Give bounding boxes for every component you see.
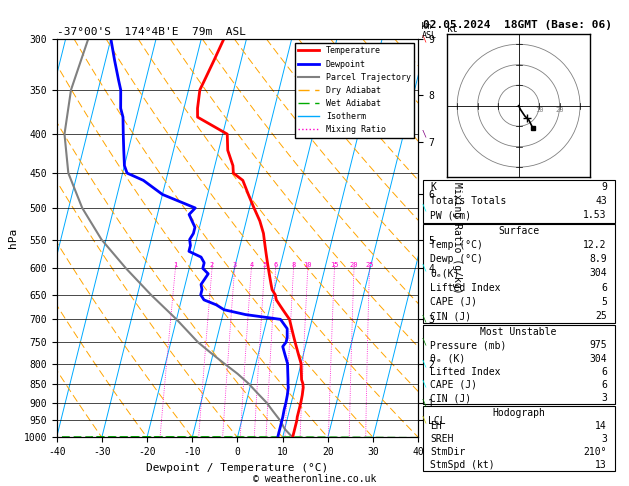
Text: 8.9: 8.9 [589, 254, 607, 264]
Text: -37°00'S  174°4B'E  79m  ASL: -37°00'S 174°4B'E 79m ASL [57, 27, 245, 37]
Text: 6: 6 [601, 380, 607, 390]
Y-axis label: hPa: hPa [8, 228, 18, 248]
Text: \: \ [421, 416, 426, 425]
Text: 10: 10 [535, 107, 543, 113]
Text: Temp (°C): Temp (°C) [430, 240, 483, 250]
Text: \: \ [421, 398, 426, 407]
Text: 14: 14 [595, 421, 607, 431]
Text: Pressure (mb): Pressure (mb) [430, 340, 507, 350]
Text: \: \ [421, 359, 426, 368]
Text: CAPE (J): CAPE (J) [430, 297, 477, 307]
Text: 3: 3 [601, 393, 607, 403]
Text: 9: 9 [601, 182, 607, 192]
Text: 15: 15 [330, 262, 338, 268]
Text: 3: 3 [601, 434, 607, 444]
Text: \: \ [421, 130, 426, 139]
X-axis label: Dewpoint / Temperature (°C): Dewpoint / Temperature (°C) [147, 463, 328, 473]
Text: 1.53: 1.53 [583, 210, 607, 221]
Text: StmSpd (kt): StmSpd (kt) [430, 460, 495, 470]
Text: \: \ [421, 204, 426, 212]
Text: EH: EH [430, 421, 442, 431]
Text: 210°: 210° [583, 447, 607, 457]
Text: © weatheronline.co.uk: © weatheronline.co.uk [253, 473, 376, 484]
Text: 02.05.2024  18GMT (Base: 06): 02.05.2024 18GMT (Base: 06) [423, 20, 611, 31]
Text: Lifted Index: Lifted Index [430, 283, 501, 293]
Text: PW (cm): PW (cm) [430, 210, 472, 221]
Text: 1: 1 [174, 262, 177, 268]
Text: θₑ (K): θₑ (K) [430, 353, 465, 364]
Legend: Temperature, Dewpoint, Parcel Trajectory, Dry Adiabat, Wet Adiabat, Isotherm, Mi: Temperature, Dewpoint, Parcel Trajectory… [295, 43, 414, 138]
Y-axis label: Mixing Ratio (g/kg): Mixing Ratio (g/kg) [452, 182, 462, 294]
Text: 43: 43 [595, 196, 607, 206]
Text: CIN (J): CIN (J) [430, 393, 472, 403]
Text: 6: 6 [601, 283, 607, 293]
Text: 6: 6 [274, 262, 278, 268]
Text: 10: 10 [304, 262, 312, 268]
Text: \: \ [421, 264, 426, 273]
Text: Lifted Index: Lifted Index [430, 367, 501, 377]
Text: θₑ(K): θₑ(K) [430, 268, 460, 278]
Text: 5: 5 [262, 262, 267, 268]
Text: 6: 6 [601, 367, 607, 377]
Text: 4: 4 [249, 262, 253, 268]
Text: Hodograph: Hodograph [492, 408, 545, 418]
Text: 25: 25 [595, 311, 607, 321]
Text: 3: 3 [233, 262, 237, 268]
Text: CIN (J): CIN (J) [430, 311, 472, 321]
Text: km
ASL: km ASL [421, 22, 437, 40]
Text: 2: 2 [210, 262, 214, 268]
Text: Most Unstable: Most Unstable [481, 327, 557, 337]
Text: 13: 13 [595, 460, 607, 470]
Text: SREH: SREH [430, 434, 454, 444]
Text: \: \ [421, 35, 426, 43]
Text: 20: 20 [350, 262, 359, 268]
Text: 304: 304 [589, 268, 607, 278]
Text: 975: 975 [589, 340, 607, 350]
Text: Dewp (°C): Dewp (°C) [430, 254, 483, 264]
Text: StmDir: StmDir [430, 447, 465, 457]
Text: kt: kt [447, 24, 459, 34]
Text: \: \ [421, 338, 426, 347]
Text: K: K [430, 182, 437, 192]
Text: 25: 25 [365, 262, 374, 268]
Text: \: \ [421, 315, 426, 324]
Text: 12.2: 12.2 [583, 240, 607, 250]
Text: CAPE (J): CAPE (J) [430, 380, 477, 390]
Text: 20: 20 [555, 107, 564, 113]
Text: 8: 8 [291, 262, 296, 268]
Text: Totals Totals: Totals Totals [430, 196, 507, 206]
Text: 304: 304 [589, 353, 607, 364]
Text: 5: 5 [601, 297, 607, 307]
Text: \: \ [421, 379, 426, 388]
Text: Surface: Surface [498, 226, 539, 236]
